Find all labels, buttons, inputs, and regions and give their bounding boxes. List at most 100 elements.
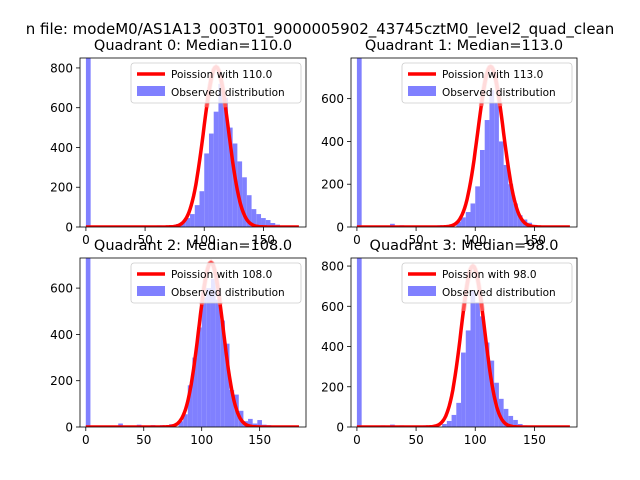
histogram-bar xyxy=(261,218,266,227)
histogram-bar xyxy=(479,149,485,227)
histogram-bar xyxy=(470,290,476,427)
y-tick-label: 800 xyxy=(50,61,73,75)
plot-area xyxy=(85,258,300,427)
x-tick-label: 0 xyxy=(82,233,90,247)
subplot-title: Quadrant 1: Median=113.0 xyxy=(365,38,563,54)
histogram-bar xyxy=(451,414,457,427)
histogram-bar xyxy=(210,278,216,427)
y-tick-label: 400 xyxy=(50,141,73,155)
y-tick-label: 600 xyxy=(50,282,73,296)
histogram-bar xyxy=(215,299,221,427)
histogram-bar xyxy=(356,258,362,427)
x-tick-label: 0 xyxy=(82,433,90,447)
histogram-bar xyxy=(517,215,523,227)
legend: Poission with 110.0 Observed distribution xyxy=(130,62,302,104)
y-tick-label: 0 xyxy=(65,221,73,235)
histogram-bar xyxy=(456,402,462,427)
histogram-bar xyxy=(503,408,509,427)
histogram-bar xyxy=(251,209,257,227)
x-tick-label: 50 xyxy=(408,233,423,247)
histogram-bar xyxy=(199,191,205,227)
y-tick-label: 400 xyxy=(321,135,344,149)
histogram-bar xyxy=(356,58,362,227)
legend-label-poisson: Poission with 108.0 xyxy=(171,269,272,281)
histogram-bar xyxy=(475,186,480,227)
x-tick-label: 50 xyxy=(137,233,152,247)
legend: Poission with 98.0 Observed distribution xyxy=(401,262,573,304)
histogram-bar xyxy=(470,203,476,227)
histogram-bar xyxy=(498,398,504,427)
legend-label-observed: Observed distribution xyxy=(442,87,556,99)
histogram-bar xyxy=(85,58,91,227)
histogram-bar xyxy=(204,153,209,227)
histogram-bar xyxy=(178,421,184,427)
x-tick-label: 150 xyxy=(523,433,546,447)
legend-label-observed: Observed distribution xyxy=(442,287,556,299)
histogram-bar xyxy=(489,90,495,227)
histogram-bar xyxy=(503,164,509,227)
x-tick-label: 100 xyxy=(193,233,216,247)
y-tick-label: 400 xyxy=(321,340,344,354)
legend-swatch-observed xyxy=(137,86,165,96)
x-tick-label: 100 xyxy=(190,433,213,447)
histogram-bar xyxy=(187,385,193,427)
legend-label-poisson: Poission with 110.0 xyxy=(171,69,272,81)
legend: Poission with 108.0 Observed distribution xyxy=(130,262,302,304)
histogram-bar xyxy=(465,212,471,227)
figure-suptitle: n file: modeM0/AS1A13_003T01_9000005902_… xyxy=(26,20,615,39)
legend-box xyxy=(401,62,573,104)
histogram-bar xyxy=(213,111,219,227)
subplot-title: Quadrant 0: Median=110.0 xyxy=(94,38,292,54)
legend: Poission with 113.0 Observed distribution xyxy=(401,62,573,104)
x-tick-label: 100 xyxy=(464,233,487,247)
histogram-bar xyxy=(446,420,452,427)
histogram-bar xyxy=(242,177,247,227)
y-tick-label: 600 xyxy=(50,101,73,115)
histogram-bar xyxy=(484,120,490,227)
histogram-bar xyxy=(270,223,276,227)
x-tick-label: 50 xyxy=(408,433,423,447)
histogram-bar xyxy=(183,414,188,427)
histogram-bar xyxy=(224,343,230,427)
y-tick-label: 200 xyxy=(50,181,73,195)
histogram-bar xyxy=(220,320,225,427)
histogram-bar xyxy=(227,127,233,227)
histogram-bar xyxy=(85,258,91,427)
x-tick-label: 150 xyxy=(248,433,271,447)
x-tick-label: 150 xyxy=(252,233,275,247)
subplot-quadrant-3: 0 50 100 150 0 200 400 600 800 Quadrant 3: Median… xyxy=(321,238,578,447)
y-tick-label: 600 xyxy=(321,92,344,106)
histogram-bar xyxy=(461,352,466,427)
histogram-bar xyxy=(456,221,462,227)
histogram-bar xyxy=(498,141,504,227)
histogram-bar xyxy=(461,217,466,227)
x-tick-label: 0 xyxy=(353,233,361,247)
legend-swatch-observed xyxy=(137,286,165,296)
x-tick-label: 100 xyxy=(464,433,487,447)
y-tick-label: 0 xyxy=(336,421,344,435)
legend-box xyxy=(401,262,573,304)
histogram-bar xyxy=(494,102,499,227)
y-tick-label: 200 xyxy=(321,178,344,192)
subplot-quadrant-1: 0 50 100 150 0 200 400 600 Quadrant 1: Median=11… xyxy=(321,38,578,247)
legend-box xyxy=(130,62,302,104)
histogram-bar xyxy=(479,316,485,427)
histogram-bar xyxy=(265,220,271,227)
histogram-bar xyxy=(190,214,195,227)
subplot-title: Quadrant 2: Median=108.0 xyxy=(94,238,292,254)
histogram-bar xyxy=(246,195,252,227)
y-tick-label: 400 xyxy=(50,328,73,342)
axes-frame xyxy=(350,257,578,428)
legend-swatch-observed xyxy=(408,286,436,296)
histogram-bar xyxy=(475,302,480,427)
histogram-bar xyxy=(442,423,447,427)
subplot-title: Quadrant 3: Median=98.0 xyxy=(370,238,559,254)
histogram-bar xyxy=(508,184,514,227)
histogram-bar xyxy=(206,288,211,427)
histogram-bar xyxy=(489,360,495,427)
axes-frame xyxy=(79,257,307,428)
legend-swatch-observed xyxy=(408,86,436,96)
axes-frame xyxy=(350,57,578,228)
histogram-bar xyxy=(197,327,202,427)
